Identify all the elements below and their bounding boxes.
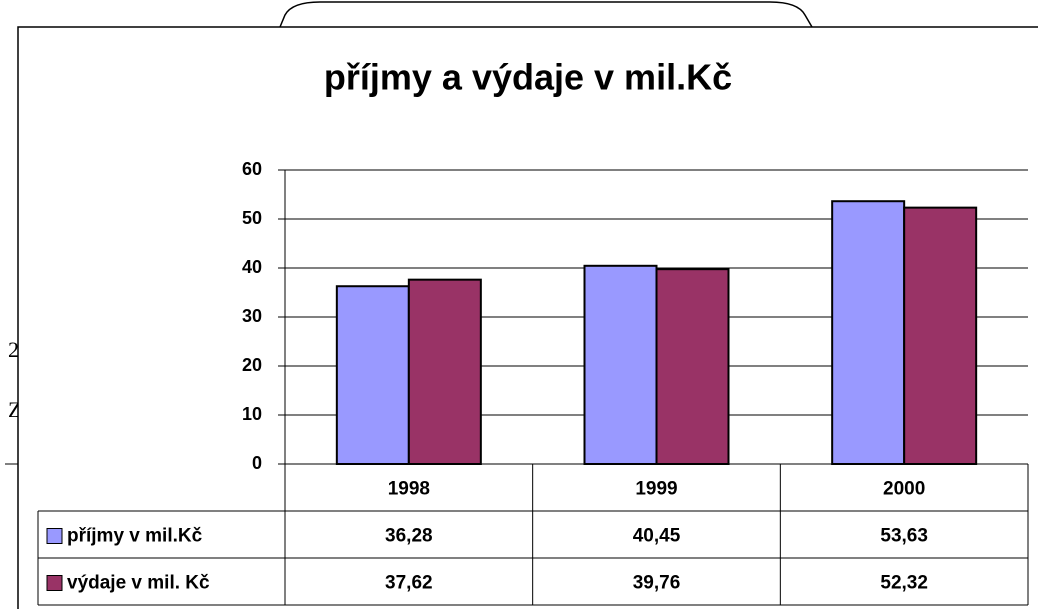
y-tick-label: 30 <box>242 306 262 326</box>
data-label: 39,76 <box>633 573 681 594</box>
bar <box>655 268 730 465</box>
data-label: 52,32 <box>880 573 928 594</box>
x-tick-label: 1998 <box>388 479 430 500</box>
data-label: 36,28 <box>385 526 433 547</box>
bar <box>831 200 906 465</box>
legend-label: příjmy v mil.Kč <box>67 526 203 547</box>
y-tick-label: 40 <box>242 257 262 277</box>
y-tick-label: 0 <box>252 453 262 473</box>
y-tick-label: 50 <box>242 208 262 228</box>
legend-swatch <box>46 528 63 544</box>
background-text: 2 <box>8 337 19 362</box>
data-label: 53,63 <box>880 526 928 547</box>
y-tick-label: 60 <box>242 159 262 179</box>
bar <box>583 264 658 466</box>
x-tick-label: 1999 <box>635 479 677 500</box>
y-tick-label: 10 <box>242 404 262 424</box>
bar <box>903 206 978 466</box>
chart-title: příjmy a výdaje v mil.Kč <box>324 57 732 98</box>
legend-label: výdaje v mil. Kč <box>67 573 210 594</box>
data-label: 40,45 <box>633 526 681 547</box>
legend-swatch <box>46 575 63 591</box>
bar <box>407 278 482 465</box>
data-label: 37,62 <box>385 573 433 594</box>
bar <box>335 285 410 465</box>
x-tick-label: 2000 <box>883 479 925 500</box>
y-tick-label: 20 <box>242 355 262 375</box>
background-shape <box>279 1 813 28</box>
